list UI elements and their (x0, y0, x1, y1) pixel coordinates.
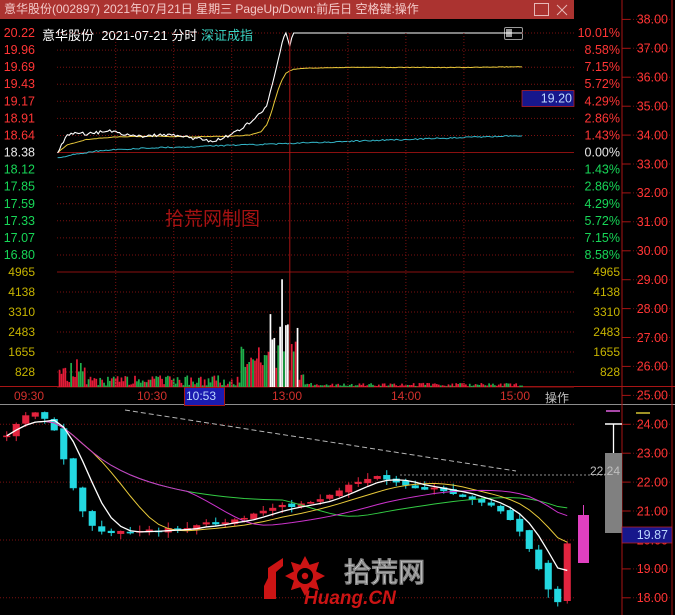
svg-text:32.00: 32.00 (637, 186, 668, 200)
svg-text:18.00: 18.00 (637, 591, 668, 605)
svg-text:19.00: 19.00 (637, 562, 668, 576)
svg-text:38.00: 38.00 (637, 13, 668, 27)
svg-text:22.00: 22.00 (637, 475, 668, 489)
svg-text:22.24: 22.24 (590, 464, 620, 478)
svg-text:33.00: 33.00 (637, 157, 668, 171)
svg-text:23.00: 23.00 (637, 447, 668, 461)
svg-text:27.00: 27.00 (637, 331, 668, 345)
svg-text:30.00: 30.00 (637, 244, 668, 258)
svg-text:37.00: 37.00 (637, 42, 668, 56)
svg-text:26.00: 26.00 (637, 360, 668, 374)
svg-text:25.00: 25.00 (637, 389, 668, 403)
svg-text:29.00: 29.00 (637, 273, 668, 287)
svg-text:34.00: 34.00 (637, 128, 668, 142)
svg-text:Huang.CN: Huang.CN (304, 588, 397, 609)
svg-text:拾荒网: 拾荒网 (344, 558, 425, 588)
svg-text:21.00: 21.00 (637, 504, 668, 518)
svg-text:28.00: 28.00 (637, 302, 668, 316)
svg-text:36.00: 36.00 (637, 71, 668, 85)
svg-text:24.00: 24.00 (637, 418, 668, 432)
svg-text:19.87: 19.87 (637, 528, 668, 542)
svg-text:31.00: 31.00 (637, 215, 668, 229)
svg-text:35.00: 35.00 (637, 100, 668, 114)
